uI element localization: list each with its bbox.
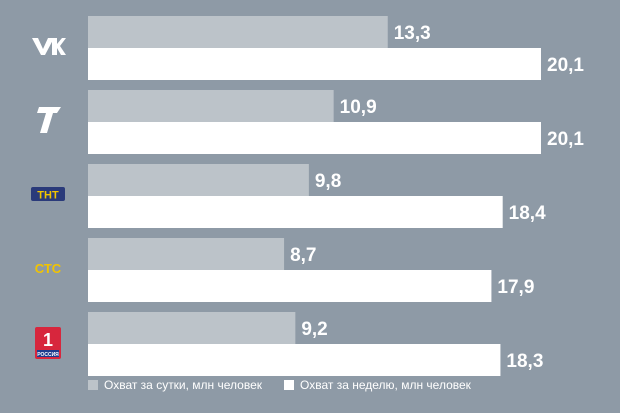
bar-weekly-1 — [88, 122, 541, 154]
tnt-logo-text: ТНТ — [37, 190, 59, 202]
legend-item-weekly: Охват за неделю, млн человек — [284, 378, 471, 392]
bar-weekly-2 — [88, 196, 503, 228]
bar-weekly-0 — [88, 48, 541, 80]
legend: Охват за сутки, млн человек Охват за нед… — [88, 378, 471, 392]
bar-daily-0 — [88, 16, 388, 48]
data-label-daily-1: 10,9 — [340, 97, 377, 118]
data-label-daily-4: 9,2 — [301, 319, 327, 340]
data-label-daily-0: 13,3 — [394, 23, 431, 44]
first-channel-logo-icon — [22, 104, 74, 136]
legend-item-daily: Охват за сутки, млн человек — [88, 378, 262, 392]
legend-swatch-daily — [88, 380, 98, 390]
legend-label-daily: Охват за сутки, млн человек — [104, 378, 263, 392]
data-label-weekly-0: 20,1 — [547, 55, 584, 76]
data-label-weekly-1: 20,1 — [547, 129, 584, 150]
vk-logo-icon — [22, 30, 74, 62]
data-label-weekly-3: 17,9 — [497, 277, 534, 298]
bar-daily-4 — [88, 312, 296, 344]
bar-weekly-4 — [88, 344, 501, 376]
data-label-weekly-4: 18,3 — [506, 351, 543, 372]
bar-weekly-3 — [88, 270, 492, 302]
russia1-logo-icon: 1 РОССИЯ — [22, 324, 74, 362]
tnt-logo-icon: ТНТ — [22, 178, 74, 210]
legend-label-weekly: Охват за неделю, млн человек — [300, 378, 471, 392]
russia1-logo-number: 1 — [43, 330, 53, 350]
bar-daily-3 — [88, 238, 285, 270]
data-label-daily-2: 9,8 — [315, 171, 341, 192]
data-label-daily-3: 8,7 — [290, 245, 316, 266]
sts-logo-icon: СТС — [22, 252, 74, 284]
russia1-logo-subtext: РОССИЯ — [37, 352, 59, 358]
legend-swatch-weekly — [284, 380, 295, 390]
bar-daily-1 — [88, 90, 334, 122]
bar-daily-2 — [88, 164, 309, 196]
data-label-weekly-2: 18,4 — [509, 203, 546, 224]
sts-logo-text: СТС — [35, 261, 62, 276]
